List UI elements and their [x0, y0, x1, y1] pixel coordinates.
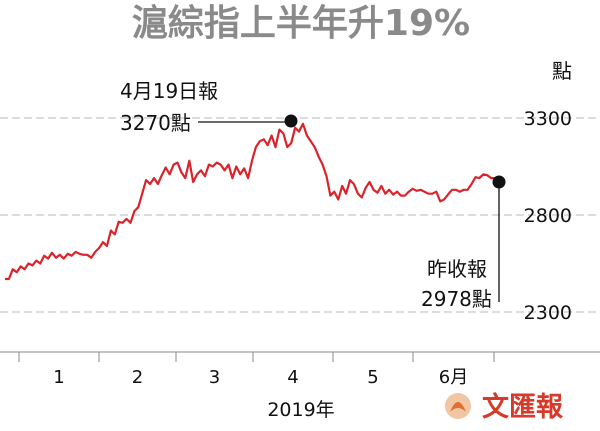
- grid: [0, 117, 600, 313]
- annotation-peak-line2: 3270點: [120, 111, 191, 135]
- y-tick-2300: 2300: [524, 302, 572, 324]
- x-tick-label: 2: [132, 367, 143, 388]
- x-tick-label: 1: [53, 367, 64, 388]
- x-ticks: 1 2 3 4 5 6月: [18, 352, 495, 388]
- watermark-logo: 文匯報: [445, 391, 564, 423]
- annotation-close-dot: [492, 175, 506, 189]
- y-axis-unit: 點: [552, 59, 572, 83]
- y-tick-3300: 3300: [524, 108, 572, 130]
- annotation-close-line1: 昨收報: [427, 257, 487, 281]
- x-tick-label: 4: [287, 367, 298, 388]
- series-line: [5, 122, 500, 281]
- annotation-close-line2: 2978點: [421, 287, 492, 311]
- annotation-peak: 4月19日報 3270點: [120, 79, 298, 135]
- x-axis-label: 2019年: [267, 399, 334, 421]
- annotation-peak-dot: [284, 114, 298, 128]
- x-tick-label: 3: [209, 367, 220, 388]
- annotation-close: 昨收報 2978點: [421, 175, 506, 311]
- chart-title: 滬綜指上半年升19%: [132, 3, 470, 44]
- x-tick-label: 5: [367, 367, 378, 388]
- x-tick-label: 6月: [439, 367, 468, 388]
- logo-flame-icon: [450, 402, 466, 412]
- logo-text: 文匯報: [482, 391, 564, 423]
- y-tick-2800: 2800: [524, 205, 572, 227]
- annotation-peak-line1: 4月19日報: [120, 79, 218, 103]
